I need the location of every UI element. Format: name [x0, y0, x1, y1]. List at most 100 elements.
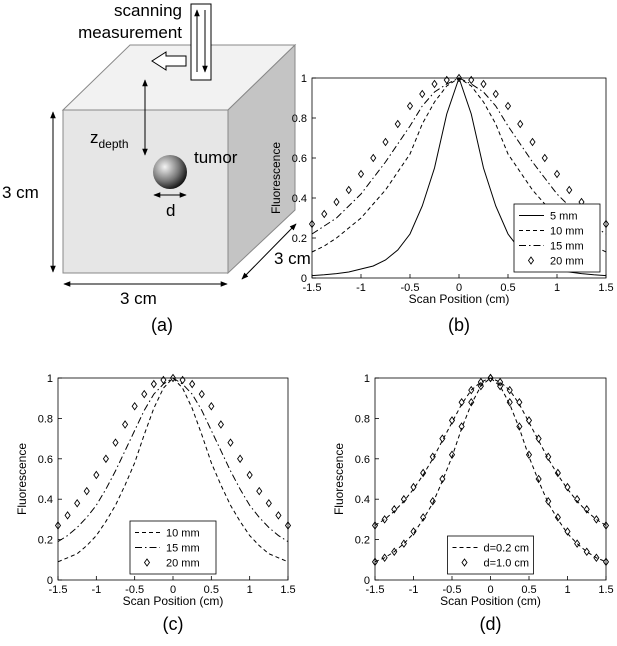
marker [391, 547, 398, 556]
marker [593, 515, 600, 524]
marker [160, 375, 167, 385]
marker [541, 153, 548, 163]
y-axis-label: Fluorescence [269, 142, 283, 214]
marker [227, 438, 234, 447]
data-line [57, 377, 289, 543]
marker [122, 420, 129, 429]
y-tick-label: 0.2 [292, 233, 307, 245]
marker [112, 438, 119, 447]
diagram: scanning measurement zdepth tumor d 3 cm… [2, 1, 311, 335]
data-line [311, 77, 607, 235]
marker [468, 75, 475, 85]
marker [448, 416, 456, 425]
y-tick-label: 0.4 [355, 494, 370, 506]
marker [410, 527, 417, 536]
marker [506, 397, 513, 407]
legend: 5 mm 10 mm 15 mm 20 mm [513, 203, 601, 273]
marker [468, 397, 475, 407]
legend-label: 15 mm [166, 543, 200, 555]
x-tick-label: -0.5 [125, 584, 144, 596]
marker [420, 513, 427, 522]
marker [256, 486, 263, 496]
marker [93, 470, 100, 480]
marker [477, 377, 484, 387]
marker [497, 381, 504, 391]
x-axis-label: Scan Position (cm) [409, 292, 510, 306]
probe [190, 3, 212, 81]
marker [529, 137, 536, 147]
marker [593, 553, 600, 563]
x-tick-label: 1.5 [280, 584, 295, 596]
marker [321, 209, 328, 219]
marker [545, 452, 552, 462]
legend-label: 20 mm [166, 558, 200, 570]
marker [429, 452, 436, 462]
depth-side-arrow [241, 223, 297, 280]
marker [141, 389, 148, 399]
chart: -1.5 -1 -0.5 0 0.5 1 1.5 0 0.2 0.4 0.6 0.8 1 Scan Pos… [332, 373, 614, 634]
legend-label: 15 mm [550, 241, 584, 253]
marker [448, 450, 456, 460]
marker [602, 521, 610, 530]
marker [410, 482, 417, 492]
marker [492, 89, 499, 99]
marker [583, 547, 590, 556]
marker [554, 513, 561, 522]
marker [525, 416, 533, 425]
marker [102, 454, 109, 464]
marker [406, 101, 414, 111]
marker [574, 494, 581, 504]
marker [480, 79, 487, 89]
marker [516, 397, 523, 407]
marker [381, 553, 388, 563]
marker [431, 79, 438, 89]
x-tick-label: -0.5 [443, 584, 462, 596]
chart: -1.5 -1 -0.5 0 0.5 1 1.5 0 0.2 0.4 0.6 0.8 1 Scan Pos… [15, 373, 296, 634]
marker [371, 521, 379, 530]
marker [333, 197, 340, 207]
scan-arrow [151, 51, 187, 71]
marker [143, 558, 151, 567]
x-tick-label: -1 [356, 282, 366, 294]
marker [506, 385, 513, 395]
x-tick-label: 0.5 [500, 282, 515, 294]
tumor-label: tumor [194, 148, 238, 167]
d-label: d [166, 201, 175, 220]
marker [169, 373, 177, 383]
legend-label: 20 mm [550, 256, 584, 268]
x-tick-label: 1.5 [598, 282, 613, 294]
y-tick-label: 0.8 [292, 113, 307, 125]
marker [602, 219, 610, 229]
marker [381, 515, 388, 524]
marker [574, 539, 581, 548]
x-tick-label: 0.5 [521, 584, 536, 596]
marker [394, 119, 401, 129]
y-tick-label: 0.8 [38, 413, 53, 425]
marker [439, 474, 446, 484]
caption: (a) [151, 315, 173, 335]
marker [504, 101, 512, 111]
caption: (b) [448, 315, 470, 335]
marker [265, 498, 272, 508]
marker [83, 486, 90, 496]
marker [391, 505, 398, 514]
x-axis-label: Scan Position (cm) [123, 594, 224, 608]
marker [208, 402, 215, 411]
y-tick-label: 0 [364, 575, 370, 587]
marker [566, 185, 573, 195]
marker [554, 468, 561, 478]
marker [198, 389, 205, 399]
legend: 10 mm 15 mm 20 mm [129, 520, 217, 575]
x-tick-label: 1 [564, 584, 570, 596]
chart: -1.5 -1 -0.5 0 0.5 1 1.5 0 0.2 0.4 0.6 0.8 1 Scan Pos… [269, 73, 614, 335]
marker [217, 420, 224, 429]
marker [179, 375, 186, 385]
y-tick-label: 1 [301, 73, 307, 85]
marker [54, 521, 62, 530]
marker [468, 385, 475, 395]
marker [458, 422, 465, 431]
marker [517, 119, 524, 129]
marker [535, 474, 542, 484]
marker [308, 219, 316, 229]
